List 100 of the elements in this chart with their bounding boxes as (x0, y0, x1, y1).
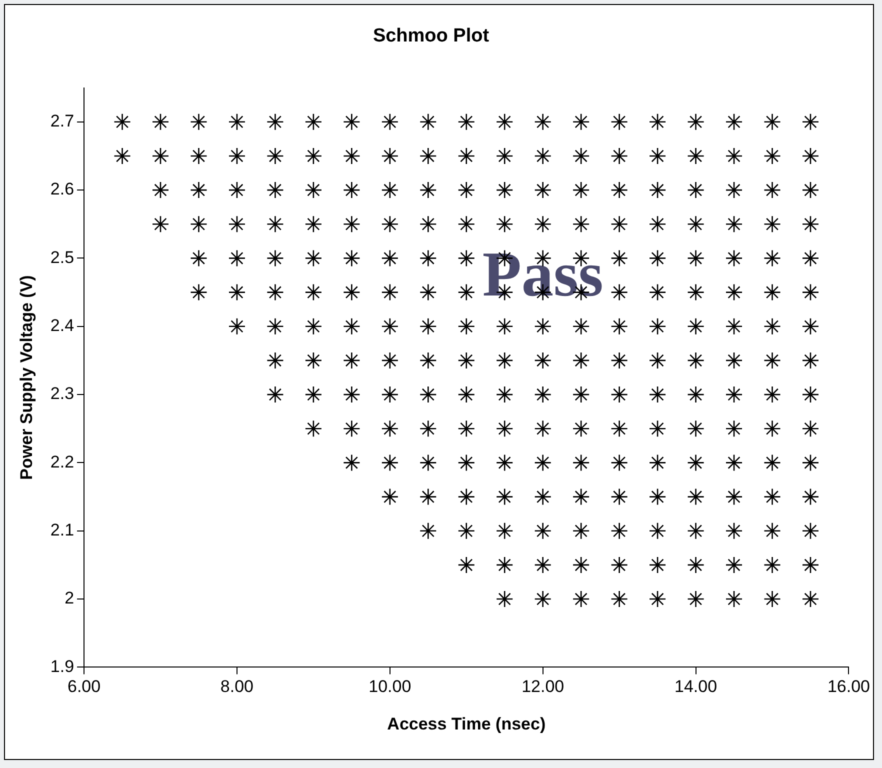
point (304, 113, 322, 131)
y-tick-label: 2.5 (50, 248, 74, 267)
point (343, 250, 360, 267)
point (343, 215, 360, 233)
point (725, 215, 743, 233)
point (152, 147, 170, 165)
y-tick-label: 2.6 (50, 180, 74, 199)
point (687, 113, 704, 131)
point (266, 386, 284, 404)
point (496, 590, 514, 608)
point (572, 420, 590, 438)
point (610, 352, 628, 370)
point (496, 420, 514, 438)
point (304, 318, 322, 336)
point (458, 454, 476, 472)
point (725, 250, 743, 267)
point (534, 318, 552, 336)
point (228, 284, 246, 301)
point (496, 181, 514, 199)
point (687, 318, 704, 336)
point (610, 250, 628, 267)
point (190, 284, 208, 301)
x-axis-title: Access Time (nsec) (387, 714, 546, 734)
point (343, 352, 360, 370)
point (304, 147, 322, 165)
point (764, 250, 781, 267)
point (343, 147, 360, 165)
point (572, 454, 590, 472)
point (266, 318, 284, 336)
point (648, 215, 666, 233)
x-tick-label: 10.00 (368, 677, 412, 696)
point (381, 181, 399, 199)
point (496, 556, 514, 574)
point (802, 556, 820, 574)
point (610, 113, 628, 131)
point (343, 113, 360, 131)
point (266, 147, 284, 165)
point (419, 181, 437, 199)
point (228, 181, 246, 199)
point (764, 284, 781, 301)
point (458, 284, 476, 301)
point (534, 556, 552, 574)
point (496, 113, 514, 131)
point (725, 147, 743, 165)
point (610, 215, 628, 233)
point (648, 420, 666, 438)
point (610, 488, 628, 506)
point (687, 215, 704, 233)
point (190, 147, 208, 165)
x-tick-label: 6.00 (67, 677, 101, 696)
point (802, 318, 820, 336)
point (764, 420, 781, 438)
point (534, 181, 552, 199)
point (802, 352, 820, 370)
point (610, 522, 628, 540)
point (687, 386, 704, 404)
point (458, 181, 476, 199)
point (228, 318, 246, 336)
y-tick-label: 2.7 (50, 112, 74, 131)
point (152, 113, 170, 131)
point (381, 386, 399, 404)
point (687, 590, 704, 608)
point (534, 147, 552, 165)
point (802, 147, 820, 165)
point (725, 522, 743, 540)
point (266, 113, 284, 131)
point (610, 181, 628, 199)
point (190, 181, 208, 199)
point (610, 590, 628, 608)
point (572, 318, 590, 336)
point (534, 590, 552, 608)
point (496, 318, 514, 336)
point (419, 488, 437, 506)
point (764, 488, 781, 506)
point (152, 181, 170, 199)
point (419, 318, 437, 336)
point (304, 420, 322, 438)
point (764, 454, 781, 472)
point (534, 386, 552, 404)
point (725, 318, 743, 336)
point (687, 284, 704, 301)
annotation: Pass (482, 238, 604, 310)
point (725, 113, 743, 131)
point (190, 250, 208, 267)
point (419, 250, 437, 267)
chart-title: Schmoo Plot (372, 26, 490, 47)
point (496, 488, 514, 506)
point (725, 386, 743, 404)
x-tick-label: 14.00 (674, 677, 718, 696)
point (648, 556, 666, 574)
point (304, 250, 322, 267)
point (802, 250, 820, 267)
y-tick-label: 2.3 (50, 384, 74, 404)
point (572, 215, 590, 233)
point (725, 420, 743, 438)
point (572, 488, 590, 506)
point (496, 352, 514, 370)
point (687, 250, 704, 267)
point (458, 352, 476, 370)
point (419, 113, 437, 131)
